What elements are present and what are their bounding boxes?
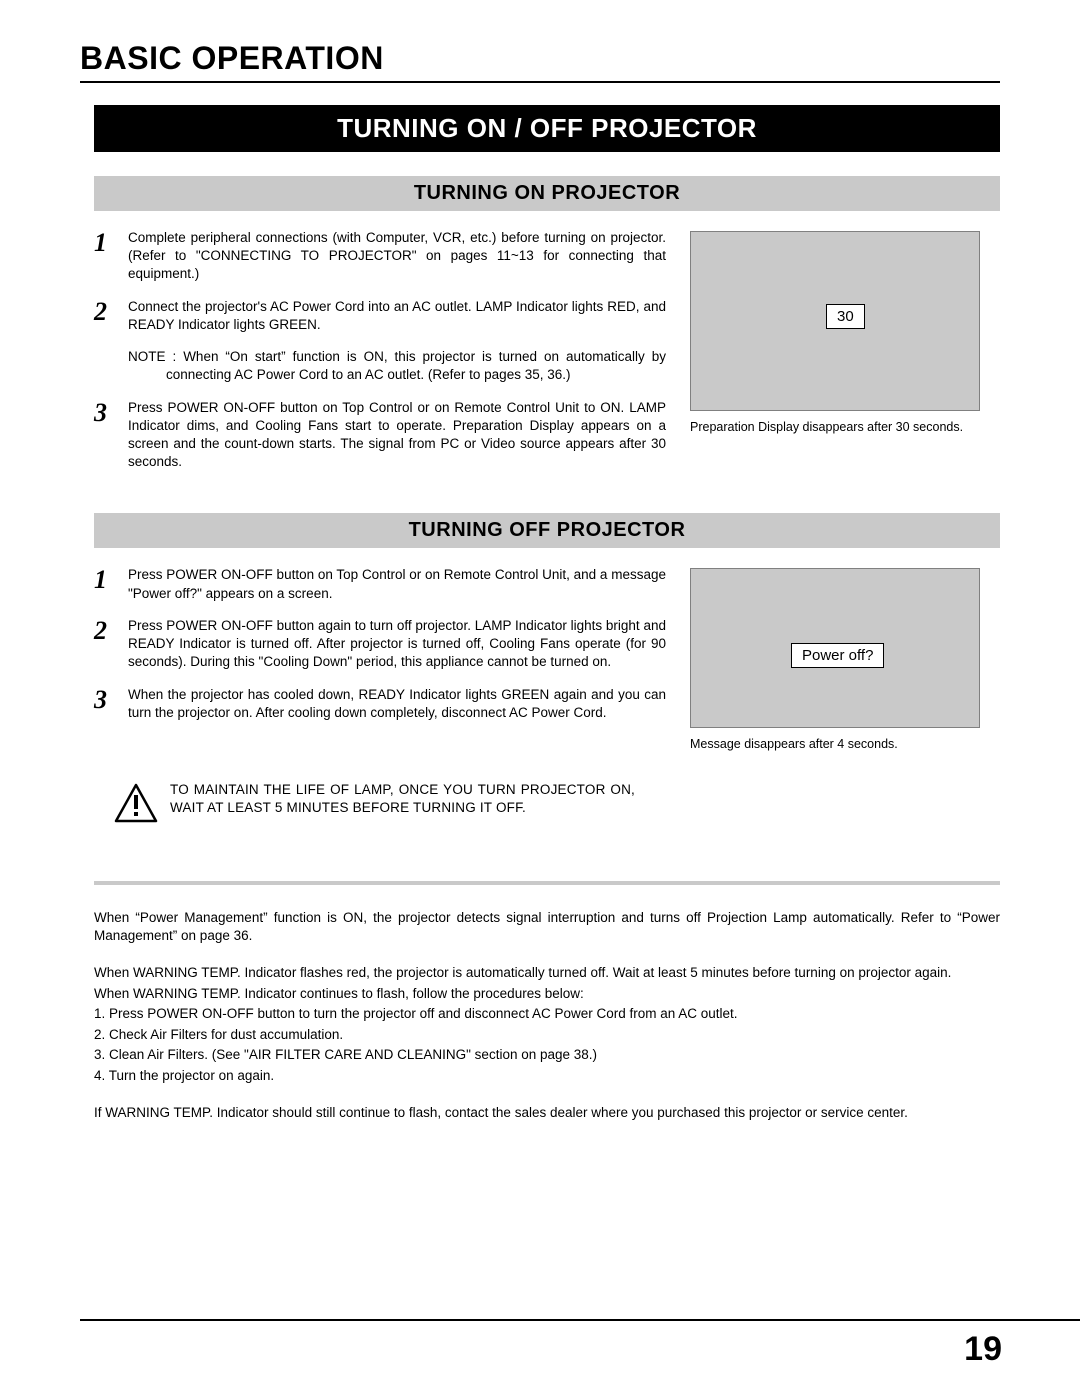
bottom-para-1: When “Power Management” function is ON, … <box>94 909 1000 946</box>
main-banner: TURNING ON / OFF PROJECTOR <box>94 105 1000 152</box>
on-step-1: 1 Complete peripheral connections (with … <box>94 229 666 284</box>
step-body: Complete peripheral connections (with Co… <box>128 229 666 284</box>
step-body: Connect the projector's AC Power Cord in… <box>128 298 666 334</box>
on-steps-column: 1 Complete peripheral connections (with … <box>94 229 666 485</box>
step-body: When the projector has cooled down, READ… <box>128 686 666 722</box>
bottom-list-3: 3. Clean Air Filters. (See "AIR FILTER C… <box>94 1046 1000 1065</box>
page-number: 19 <box>964 1330 1002 1369</box>
step-number: 1 <box>94 566 128 593</box>
step-number: 3 <box>94 686 128 713</box>
step-body: Press POWER ON-OFF button on Top Control… <box>128 566 666 602</box>
bottom-para-2: When WARNING TEMP. Indicator flashes red… <box>94 964 1000 983</box>
page: BASIC OPERATION TURNING ON / OFF PROJECT… <box>0 0 1080 1122</box>
footer-rule <box>80 1319 1080 1321</box>
section-off-columns: 1 Press POWER ON-OFF button on Top Contr… <box>94 566 1000 752</box>
step-body: Press POWER ON-OFF button on Top Control… <box>128 399 666 472</box>
section-heading-off: TURNING OFF PROJECTOR <box>94 513 1000 548</box>
section-divider <box>94 881 1000 885</box>
on-note: NOTE : When “On start” function is ON, t… <box>128 348 666 384</box>
preparation-display: 30 <box>690 231 980 411</box>
bottom-list-1: 1. Press POWER ON-OFF button to turn the… <box>94 1005 1000 1024</box>
step-body: Press POWER ON-OFF button again to turn … <box>128 617 666 672</box>
poweroff-caption: Message disappears after 4 seconds. <box>690 736 1000 752</box>
off-step-1: 1 Press POWER ON-OFF button on Top Contr… <box>94 566 666 602</box>
section-heading-on: TURNING ON PROJECTOR <box>94 176 1000 211</box>
off-step-3: 3 When the projector has cooled down, RE… <box>94 686 666 722</box>
bottom-list-2: 2. Check Air Filters for dust accumulati… <box>94 1026 1000 1045</box>
warning-icon <box>114 783 158 823</box>
on-step-2: 2 Connect the projector's AC Power Cord … <box>94 298 666 334</box>
step-number: 2 <box>94 617 128 644</box>
step-number: 1 <box>94 229 128 256</box>
warning-row: TO MAINTAIN THE LIFE OF LAMP, ONCE YOU T… <box>94 781 1000 823</box>
on-display-column: 30 Preparation Display disappears after … <box>690 229 1000 485</box>
section-on-columns: 1 Complete peripheral connections (with … <box>94 229 1000 485</box>
warning-text: TO MAINTAIN THE LIFE OF LAMP, ONCE YOU T… <box>170 781 635 817</box>
poweroff-message: Power off? <box>791 643 884 668</box>
on-step-3: 3 Press POWER ON-OFF button on Top Contr… <box>94 399 666 472</box>
bottom-para-final: If WARNING TEMP. Indicator should still … <box>94 1104 1000 1123</box>
off-display-column: Power off? Message disappears after 4 se… <box>690 566 1000 752</box>
step-number: 2 <box>94 298 128 325</box>
page-title: BASIC OPERATION <box>80 40 1000 77</box>
off-steps-column: 1 Press POWER ON-OFF button on Top Contr… <box>94 566 666 752</box>
title-rule <box>80 81 1000 83</box>
countdown-value: 30 <box>826 304 865 329</box>
bottom-para-3: When WARNING TEMP. Indicator continues t… <box>94 985 1000 1004</box>
bottom-list-4: 4. Turn the projector on again. <box>94 1067 1000 1086</box>
preparation-caption: Preparation Display disappears after 30 … <box>690 419 1000 435</box>
poweroff-display: Power off? <box>690 568 980 728</box>
off-step-2: 2 Press POWER ON-OFF button again to tur… <box>94 617 666 672</box>
step-number: 3 <box>94 399 128 426</box>
